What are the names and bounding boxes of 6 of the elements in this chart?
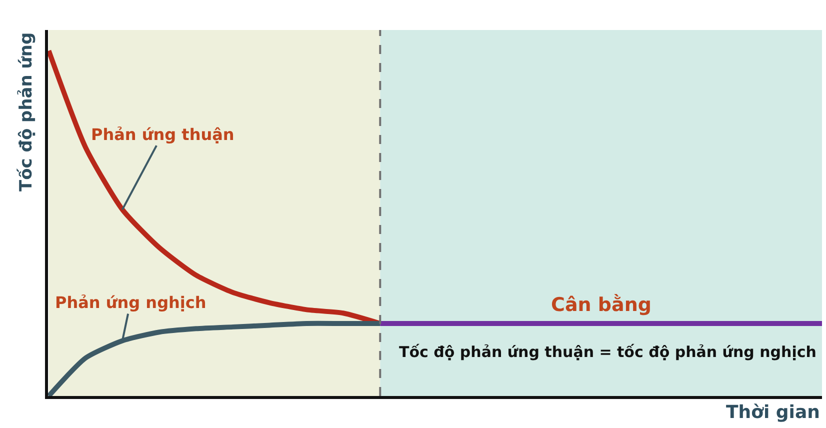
- series-label: Phản ứng nghịch: [55, 293, 206, 312]
- annotation: Tốc độ phản ứng thuận = tốc độ phản ứng nghịch: [399, 343, 816, 361]
- y-axis-title: Tốc độ phản ứng: [16, 32, 36, 192]
- series-label: Cân bằng: [551, 294, 652, 316]
- series-label: Phản ứng thuận: [91, 125, 234, 144]
- x-axis-title: Thời gian: [726, 402, 820, 423]
